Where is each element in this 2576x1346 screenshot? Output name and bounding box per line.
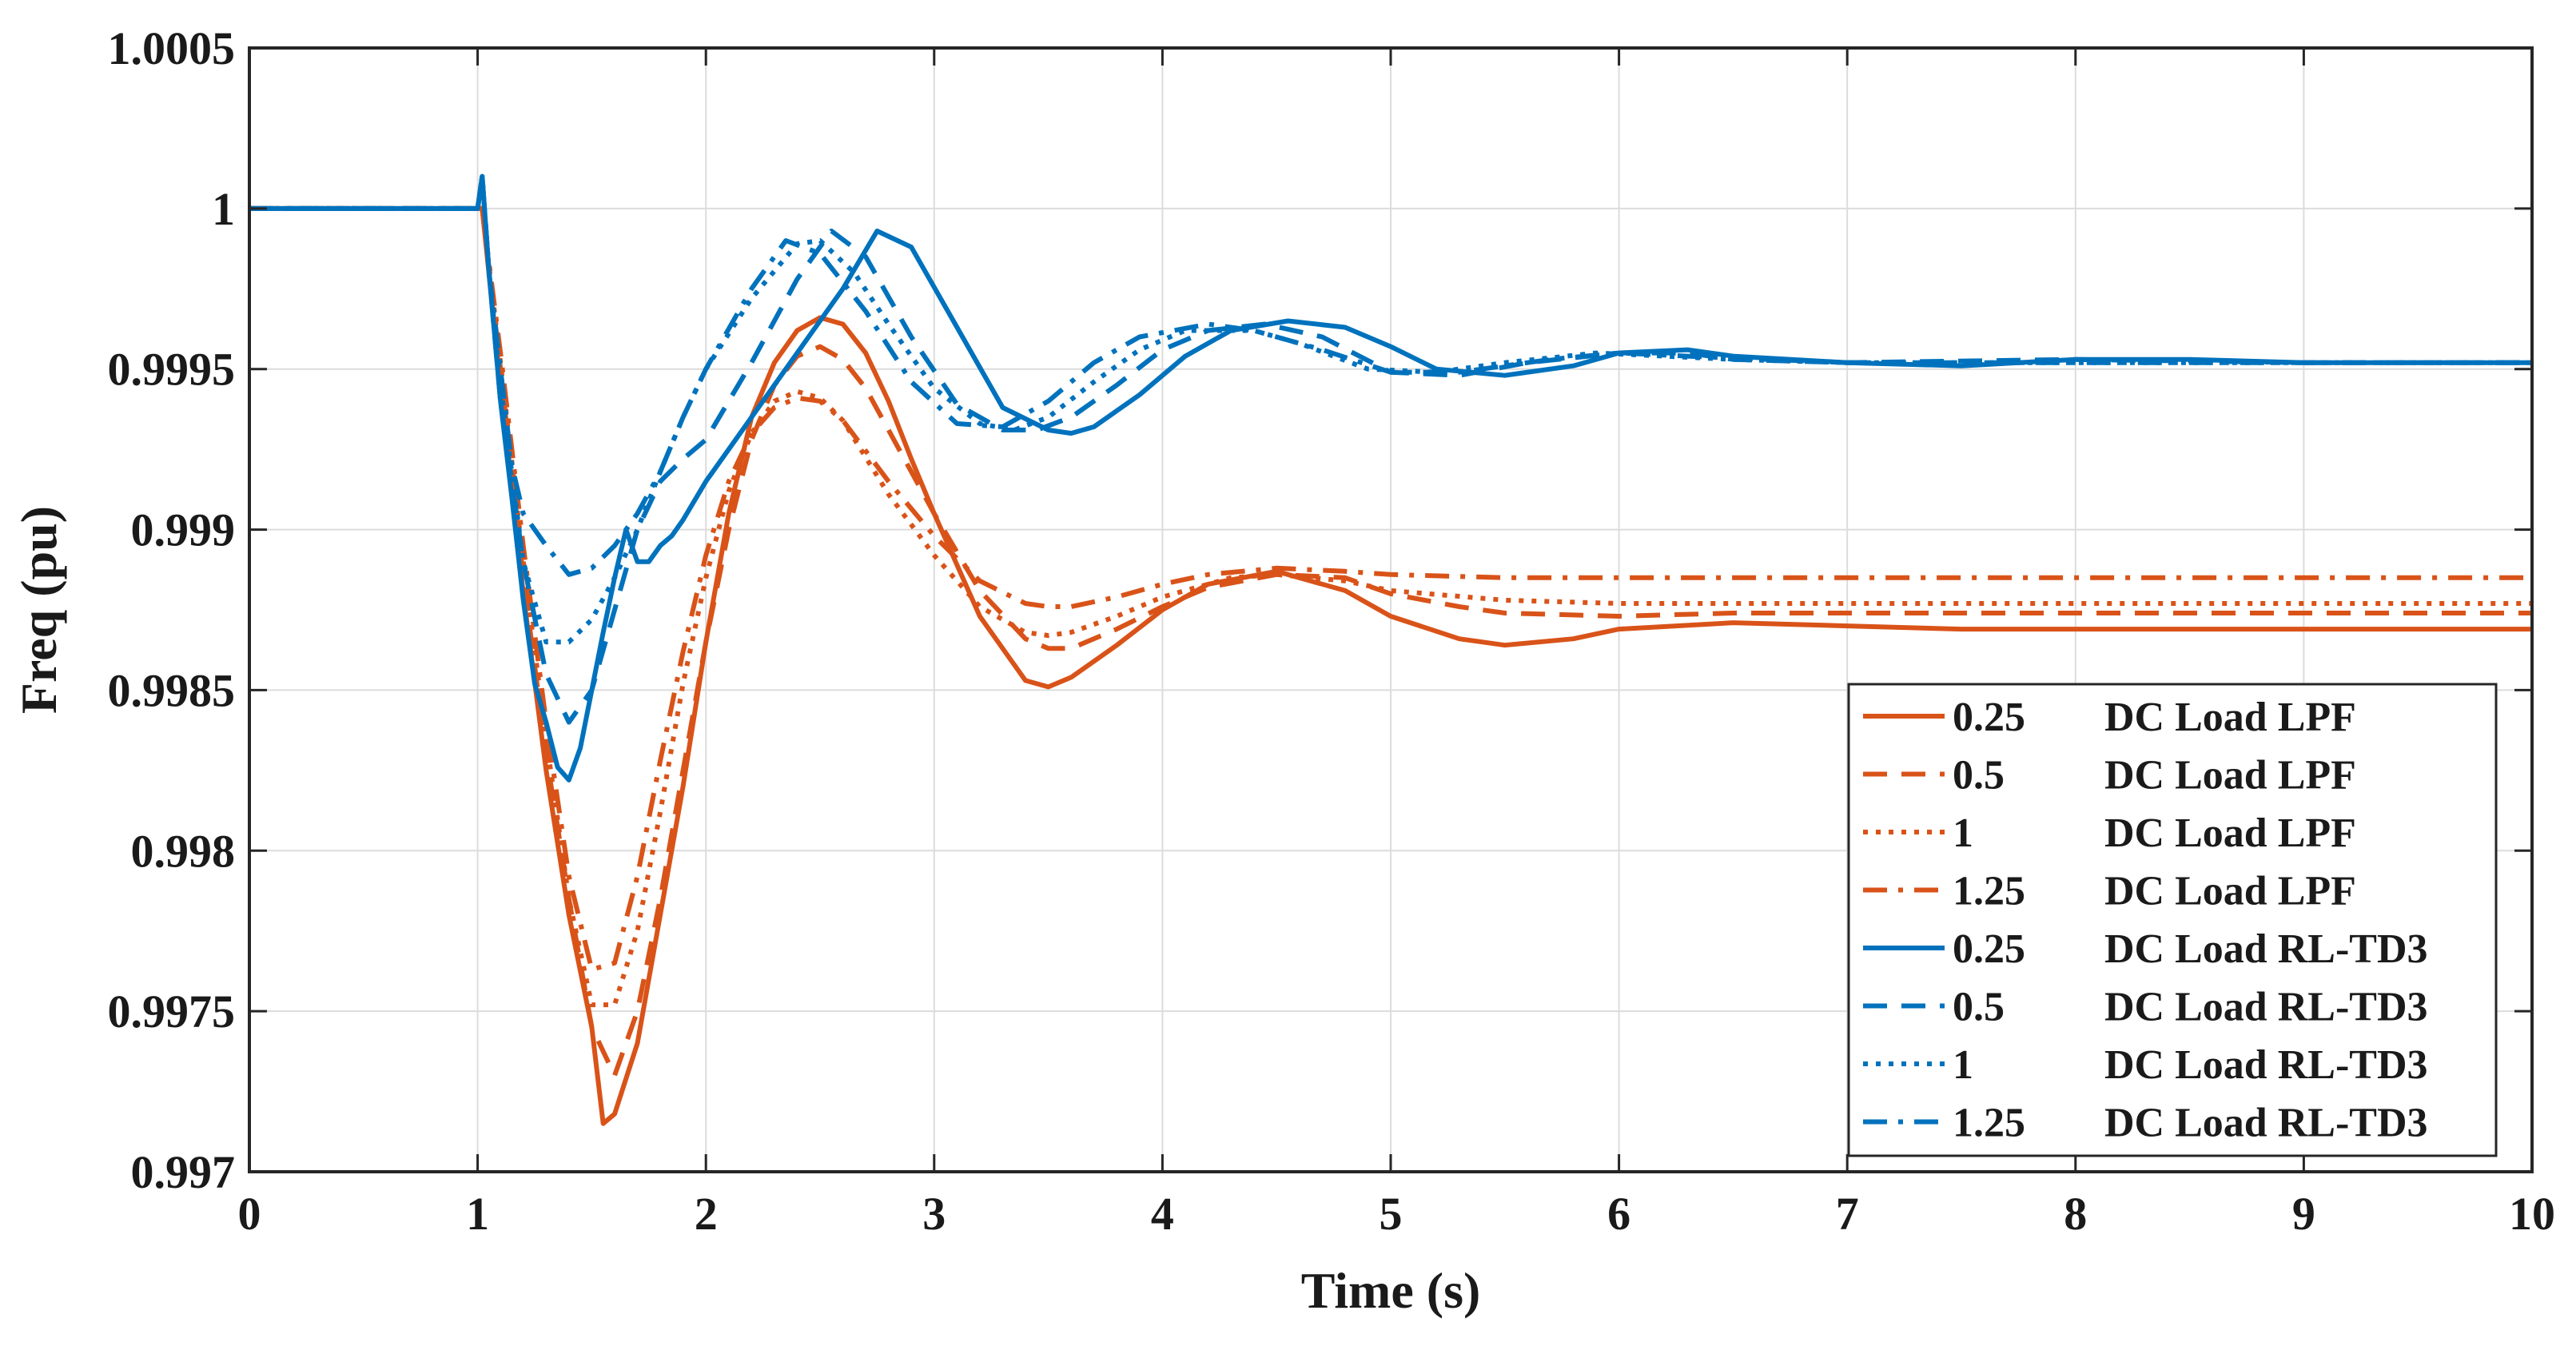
x-axis-title: Time (s) [1301,1262,1481,1319]
x-tick-label: 1 [466,1188,489,1240]
legend-item: 0.5 DC Load LPF [1863,753,2356,798]
legend-label: DC Load LPF [2104,869,2356,914]
series-line-1 [249,205,2532,1126]
y-tick-label: 0.9985 [108,664,236,716]
axis-ticks [248,46,2534,1173]
series-line-3 [249,205,2532,1008]
legend-gain: 0.25 [1953,926,2025,972]
legend-gain: 0.5 [1953,753,2005,798]
x-tick-label: 3 [922,1188,946,1240]
legend-label: DC Load RL-TD3 [2104,926,2428,972]
x-tick-label: 8 [2064,1188,2087,1240]
x-tick-label: 4 [1151,1188,1174,1240]
legend-item: 0.5 DC Load RL-TD3 [1863,985,2428,1030]
y-tick-label: 1 [212,183,235,235]
y-tick-label: 0.999 [131,504,236,556]
legend-label: DC Load LPF [2104,695,2356,740]
legend-gain: 1 [1953,1042,1973,1088]
x-tick-label: 9 [2292,1188,2315,1240]
legend-label: DC Load RL-TD3 [2104,985,2428,1030]
legend-item: 1 DC Load RL-TD3 [1863,1042,2428,1088]
legend-box [1847,683,2498,1157]
legend-gain: 1.25 [1953,869,2025,914]
legend-item: 0.25 DC Load RL-TD3 [1863,926,2428,972]
series-line-6 [249,173,2532,725]
y-tick-label: 0.9975 [108,986,236,1037]
x-tick-label: 2 [695,1188,718,1240]
y-tick-labels: 0.997 0.9975 0.998 0.9985 0.999 0.9995 1 1.0005 [108,22,236,1198]
x-tick-label: 6 [1607,1188,1630,1240]
legend-item: 1 DC Load LPF [1863,810,2356,856]
legend-label: DC Load RL-TD3 [2104,1042,2428,1088]
legend-item: 1.25 DC Load RL-TD3 [1863,1101,2428,1146]
x-tick-labels: 0 1 2 3 4 5 6 7 8 9 10 [238,1188,2556,1240]
x-tick-label: 10 [2509,1188,2555,1240]
series-line-4 [249,205,2532,972]
x-tick-label: 5 [1380,1188,1403,1240]
legend-gain: 1.25 [1953,1101,2025,1146]
x-tick-label: 7 [1836,1188,1859,1240]
legend: 0.25 DC Load LPF 0.5 DC Load LPF 1 DC Load LP… [1847,683,2498,1157]
series-line-8 [249,173,2532,577]
legend-gain: 1 [1953,810,1973,856]
legend-item: 0.25 DC Load LPF [1863,695,2356,740]
legend-item: 1.25 DC Load LPF [1863,869,2356,914]
legend-gain: 0.5 [1953,985,2005,1030]
y-tick-label: 1.0005 [108,22,236,74]
series-lines [249,173,2532,1126]
legend-label: DC Load LPF [2104,753,2356,798]
legend-gain: 0.25 [1953,695,2025,740]
y-axis-title: Freq (pu) [10,506,67,714]
legend-label: DC Load RL-TD3 [2104,1101,2428,1146]
y-tick-label: 0.9995 [108,344,236,396]
y-tick-label: 0.997 [131,1146,236,1198]
legend-items: 0.25 DC Load LPF 0.5 DC Load LPF 1 DC Load LP… [1863,695,2428,1146]
series-line-2 [249,205,2532,1078]
legend-label: DC Load LPF [2104,810,2356,856]
y-tick-label: 0.998 [131,825,236,877]
x-tick-label: 0 [238,1188,261,1240]
